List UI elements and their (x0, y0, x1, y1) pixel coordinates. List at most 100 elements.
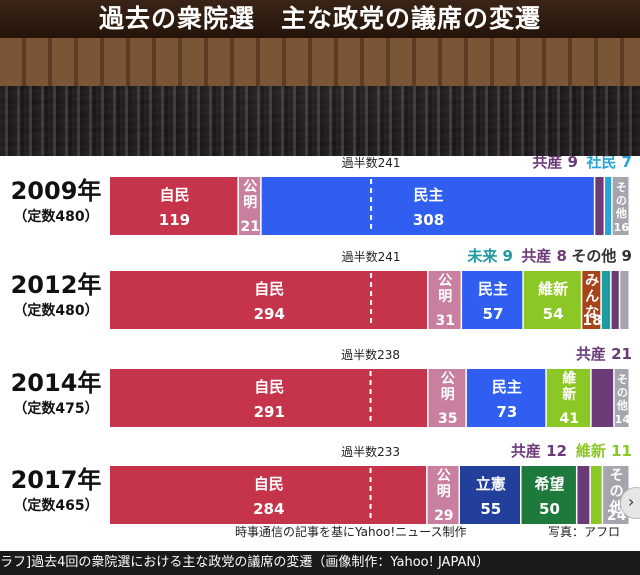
segment-party-label: 自民 (254, 378, 284, 396)
bar-segment (428, 369, 466, 427)
outside-party-label: 共産 21 (576, 345, 632, 363)
segment-seat-label: 57 (483, 305, 504, 323)
year-row-1: 2012年 （定数480） 過半数241 自民 294 公明 31 民主 57 維新 54 みんな18… (11, 247, 632, 329)
source-credit: 時事通信の記事を基にYahoo!ニュース制作 (235, 525, 467, 539)
segment-party-label-char: 他 (616, 398, 628, 412)
segment-seat-label: 35 (438, 411, 457, 427)
parliament-photo (0, 38, 640, 156)
segment-seat-label: 73 (496, 403, 517, 421)
bar-segment (427, 466, 459, 524)
segment-seat-label: 16 (614, 221, 630, 234)
segment-party-label: 立憲 (476, 475, 506, 493)
segment-party-label: 民主 (492, 378, 522, 396)
segment-party-label-char: 明 (438, 289, 452, 305)
segment-party-label-char: み (585, 273, 599, 289)
outside-party-label: 共産 12 (511, 442, 567, 460)
outside-party-label: その他 9 (571, 247, 632, 265)
segment-party-label-char: の (610, 484, 624, 500)
segment-party-label-char: そ (610, 468, 624, 484)
photo-credit: 写真：アフロ (548, 525, 621, 539)
majority-label: 過半数241 (342, 156, 401, 170)
year-label: 2014年 (11, 369, 102, 397)
total-seats-label: （定数475） (13, 400, 98, 417)
chart-area: 2009年 （定数480） 過半数241 自民 119 公明 21 民主 308 その他 16 社民 … (0, 153, 640, 551)
segment-party-label: 自民 (254, 280, 284, 298)
bar-segment (521, 466, 576, 524)
segment-party-label: 維新 (538, 280, 568, 298)
segment-party-label: 民主 (413, 186, 443, 204)
bar-segment (591, 369, 614, 427)
chart-title: 過去の衆院選 主な政党の議席の変遷 (0, 0, 640, 38)
total-seats-label: （定数480） (13, 208, 98, 225)
bar-segment (611, 271, 619, 329)
outside-party-label: 共産 9 (532, 156, 578, 171)
segment-seat-label: 294 (254, 305, 285, 323)
year-label: 2012年 (11, 271, 102, 299)
segment-seat-label: 21 (241, 219, 260, 235)
segment-seat-label: 284 (253, 500, 284, 518)
segment-party-label-char: 明 (437, 484, 451, 500)
segment-party-label-char: そ (617, 373, 628, 386)
bar-segment (601, 271, 611, 329)
year-row-2: 2014年 （定数475） 過半数238 自民 291 公明 35 民主 73 維新 41 その他14… (11, 345, 632, 427)
bar-segment (612, 177, 629, 235)
bar-segment (605, 177, 612, 235)
majority-label: 過半数238 (341, 347, 400, 362)
bar-segment (546, 369, 591, 427)
total-seats-label: （定数465） (13, 497, 98, 514)
majority-label: 過半数233 (341, 444, 400, 459)
chevron-right-icon: › (628, 492, 635, 511)
outside-party-label: 共産 8 (521, 247, 567, 265)
segment-party-label-char: 維 (562, 370, 576, 387)
segment-party-label-char: の (617, 386, 628, 399)
bar-segment (110, 177, 238, 235)
seat-chart: 2009年（定数480）過半数241自民119公明21民主308その他16社民 … (11, 153, 632, 524)
segment-seat-label: 308 (413, 211, 444, 229)
segment-party-label-char: 明 (243, 195, 257, 211)
bar-segment (428, 271, 461, 329)
year-label: 2009年 (11, 177, 102, 205)
bar-segment (523, 271, 581, 329)
year-label: 2017年 (11, 466, 102, 494)
bar-segment (238, 177, 261, 235)
bar-segment (110, 271, 427, 329)
photo-seats (0, 86, 640, 156)
photo-wall (0, 38, 640, 86)
segment-seat-label: 24 (607, 508, 627, 524)
segment-seat-label: 291 (254, 403, 285, 421)
bar-segment (460, 466, 521, 524)
bar-segment (614, 369, 629, 427)
bar-segment (466, 369, 546, 427)
outside-party-label: 維新 11 (576, 442, 632, 460)
segment-party-label-char: 新 (562, 386, 576, 403)
year-row-3: 2017年 （定数465） 過半数233 自民 284 公明 29 立憲 55 希望 50 その他24… (11, 442, 632, 524)
bar-segment (577, 466, 590, 524)
segment-party-label: 自民 (254, 475, 284, 493)
segment-seat-label: 50 (539, 500, 560, 518)
segment-party-label-char: そ (616, 181, 627, 194)
segment-party-label-char: ん (585, 289, 599, 305)
bar-segment (595, 177, 604, 235)
bar-segment (582, 271, 601, 329)
segment-party-label: 民主 (478, 280, 508, 298)
segment-seat-label: 18 (582, 313, 601, 329)
segment-seat-label: 119 (159, 211, 190, 229)
segment-seat-label: 14 (615, 413, 631, 426)
segment-party-label-char: の (616, 194, 627, 207)
segment-party-label-char: 他 (609, 499, 624, 516)
bar-segment (590, 466, 602, 524)
segment-seat-label: 29 (434, 508, 453, 524)
segment-party-label-char: 公 (243, 179, 257, 195)
segment-seat-label: 55 (480, 500, 501, 518)
segment-party-label-char: 公 (441, 371, 455, 387)
bar-segment (620, 271, 629, 329)
image-caption: ラフ]過去4回の衆院選における主な政党の議席の変遷（画像制作：Yahoo! JA… (0, 551, 640, 575)
outside-party-label: 未来 9 (466, 247, 513, 265)
segment-party-label-char: 公 (437, 468, 451, 484)
outside-party-label: 社民 7 (585, 156, 632, 171)
segment-party-label: 希望 (534, 475, 564, 493)
segment-party-label-char: な (585, 305, 599, 321)
segment-party-label-char: 公 (438, 273, 452, 289)
segment-party-label-char: 他 (615, 206, 627, 220)
